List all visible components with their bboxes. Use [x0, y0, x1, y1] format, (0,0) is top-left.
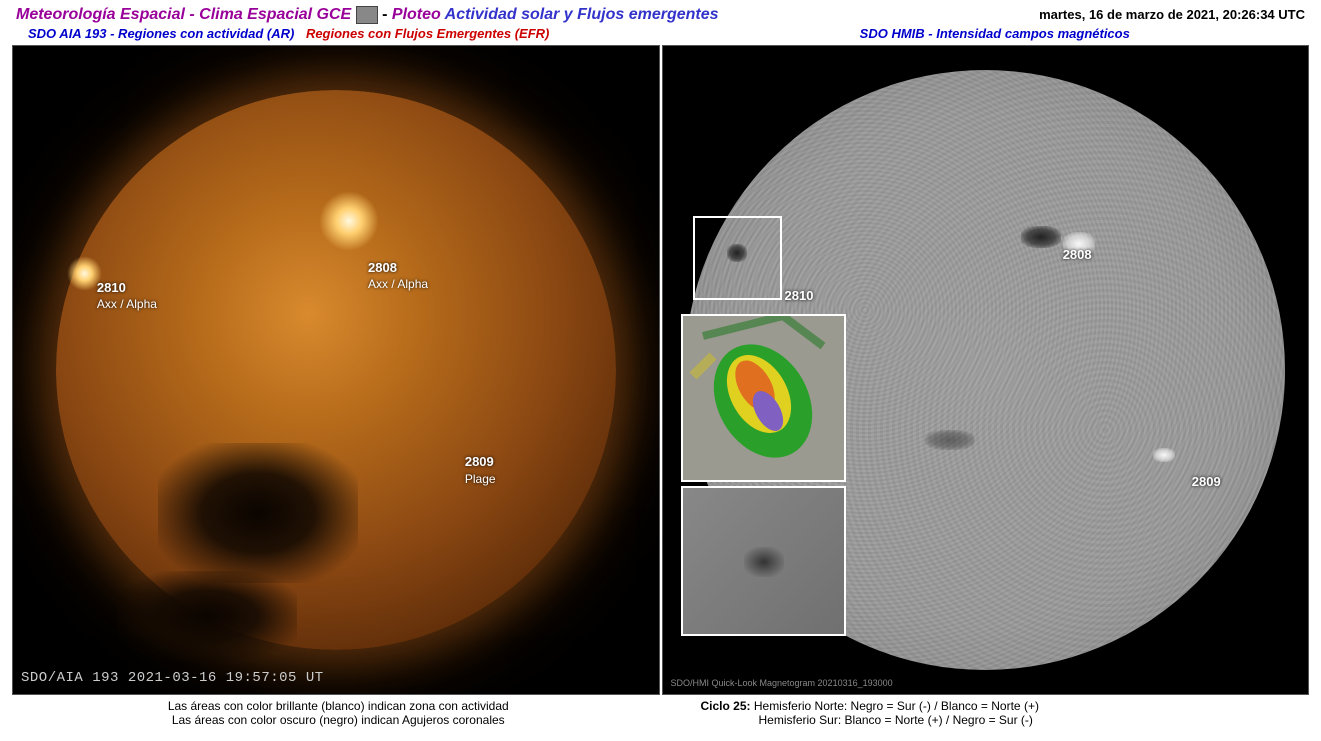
region-id: 2809: [465, 454, 494, 469]
page-header: Meteorología Espacial - Clima Espacial G…: [0, 0, 1321, 26]
aia-footer-text: SDO/AIA 193 2021-03-16 19:57:05 UT: [21, 670, 324, 686]
panel-hmib: 2810 2808 2809 SDO/HMI Quick-Look Ma: [662, 45, 1310, 695]
efr-label: Regiones con Flujos Emergentes (EFR): [306, 26, 549, 41]
bright-region: [319, 191, 379, 251]
sunspot-smudge: [744, 547, 784, 577]
hmib-footer-text: SDO/HMI Quick-Look Magnetogram 20210316_…: [671, 678, 893, 688]
footer-left-line1: Las áreas con color brillante (blanco) i…: [16, 699, 661, 713]
region-class: Axx / Alpha: [368, 277, 428, 291]
page-footer: Las áreas con color brillante (blanco) i…: [0, 695, 1321, 737]
hemi-south-label: Hemisferio Sur:: [759, 713, 842, 727]
mag-feature: [1153, 448, 1175, 462]
sun-icon: [356, 6, 378, 24]
left-instrument-label: SDO AIA 193 - Regiones con actividad (AR…: [28, 26, 294, 41]
region-class: Axx / Alpha: [97, 297, 157, 311]
inset-colorized: [681, 314, 846, 482]
callout-box: [693, 216, 782, 300]
footer-right-line1: Ciclo 25: Hemisferio Norte: Negro = Sur …: [701, 699, 1321, 713]
region-class: Plage: [465, 472, 496, 486]
inset-color-svg: [683, 316, 846, 482]
footer-left-line2: Las áreas con color oscuro (negro) indic…: [16, 713, 661, 727]
footer-right-line2: Hemisferio Sur: Blanco = Norte (+) / Neg…: [701, 713, 1321, 727]
coronal-hole: [117, 571, 297, 661]
region-label-2810: 2810 Axx / Alpha: [97, 280, 157, 313]
panel-row: 2810 Axx / Alpha 2808 Axx / Alpha 2809 P…: [0, 45, 1321, 695]
region-id: 2809: [1192, 474, 1221, 489]
hemi-south-text: Blanco = Norte (+) / Negro = Sur (-): [841, 713, 1033, 727]
title-org: Meteorología Espacial - Clima Espacial G…: [16, 6, 351, 23]
inset-continuum: [681, 486, 846, 636]
region-id: 2808: [368, 260, 397, 275]
hemi-north-text: Hemisferio Norte: Negro = Sur (-) / Blan…: [751, 699, 1039, 713]
region-label-2809: 2809 Plage: [465, 454, 496, 487]
page-title: Meteorología Espacial - Clima Espacial G…: [16, 6, 719, 24]
mag-feature: [1021, 226, 1061, 248]
cycle-label: Ciclo 25:: [701, 699, 751, 713]
region-id: 2810: [97, 280, 126, 295]
region-label-2808: 2808 Axx / Alpha: [368, 260, 428, 293]
title-plot-label: Ploteo: [392, 6, 445, 23]
subheader-row: SDO AIA 193 - Regiones con actividad (AR…: [0, 26, 1321, 45]
footer-left: Las áreas con color brillante (blanco) i…: [16, 699, 661, 727]
title-plot-name: Actividad solar y Flujos emergentes: [445, 6, 719, 23]
subheader-right: SDO HMIB - Intensidad campos magnéticos: [673, 26, 1318, 41]
timestamp-label: martes, 16 de marzo de 2021, 20:26:34 UT…: [1039, 7, 1305, 22]
subheader-left: SDO AIA 193 - Regiones con actividad (AR…: [16, 26, 673, 41]
region-id: 2808: [1063, 247, 1092, 262]
footer-right: Ciclo 25: Hemisferio Norte: Negro = Sur …: [661, 699, 1321, 727]
coronal-hole: [158, 443, 358, 583]
callout-label-2810: 2810: [785, 288, 814, 304]
region-id: 2810: [785, 288, 814, 303]
region-label-2809-r: 2809: [1192, 474, 1221, 490]
region-label-2808-r: 2808: [1063, 247, 1092, 263]
panel-aia193: 2810 Axx / Alpha 2808 Axx / Alpha 2809 P…: [12, 45, 660, 695]
mag-feature: [925, 430, 975, 450]
title-separator: -: [382, 6, 392, 23]
